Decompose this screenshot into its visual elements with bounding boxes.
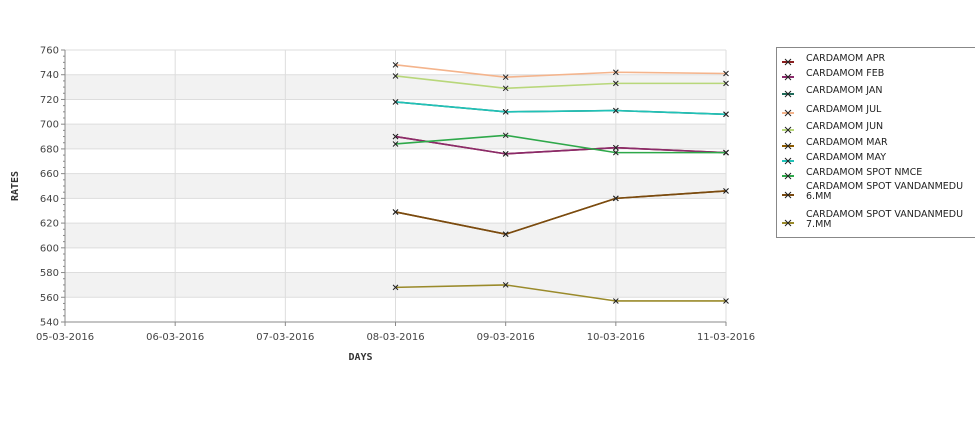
series-line <box>395 75 726 90</box>
series-group <box>392 133 729 157</box>
legend-item: CARDAMOM FEB <box>781 68 885 81</box>
legend-marker-icon <box>781 104 795 117</box>
legend-label: CARDAMOM SPOT VANDANMEDU 6.MM <box>806 181 964 202</box>
y-tick-label: 740 <box>40 70 59 81</box>
y-tick-label: 620 <box>40 219 59 230</box>
legend-label: CARDAMOM FEB <box>806 68 885 79</box>
series-group <box>392 99 729 118</box>
series-lines <box>392 61 729 304</box>
data-point-marker <box>392 141 399 147</box>
y-axis-title: RATES <box>10 171 21 201</box>
data-point-marker <box>502 108 509 115</box>
series-line <box>395 135 727 155</box>
legend-label: CARDAMOM MAR <box>806 137 888 148</box>
legend-item: CARDAMOM MAR <box>781 137 888 150</box>
legend-marker-icon <box>781 152 795 165</box>
y-tick-label: 640 <box>40 194 59 205</box>
series-line <box>395 190 727 236</box>
data-point-marker <box>392 61 399 68</box>
y-tick-label: 760 <box>40 46 59 57</box>
legend-marker-icon <box>781 167 795 180</box>
x-axis-title: DAYS <box>348 352 372 363</box>
chart-legend: CARDAMOM APR CARDAMOM FEB CARDAMOM JAN CARD… <box>776 47 975 238</box>
legend-marker-icon <box>781 68 795 81</box>
legend-item: CARDAMOM JAN <box>781 85 883 98</box>
data-point-marker <box>612 80 619 87</box>
y-tick-label: 580 <box>40 268 59 279</box>
legend-item: CARDAMOM MAY <box>781 152 887 165</box>
data-point-marker <box>723 70 729 77</box>
legend-marker-icon <box>781 121 795 134</box>
x-tick-label: 11-03-2016 <box>697 332 755 343</box>
legend-item: CARDAMOM JUN <box>781 121 884 134</box>
y-tick-label: 600 <box>40 243 59 254</box>
x-tick-label: 08-03-2016 <box>366 332 424 343</box>
x-tick-label: 06-03-2016 <box>146 332 204 343</box>
legend-item: CARDAMOM SPOT VANDANMEDU 6.MM <box>781 182 963 202</box>
legend-marker-icon <box>781 137 795 150</box>
x-tick-label: 09-03-2016 <box>477 332 535 343</box>
data-point-marker <box>502 231 509 238</box>
series-group <box>392 188 729 238</box>
legend-label: CARDAMOM JAN <box>806 85 883 96</box>
data-point-marker <box>723 298 729 304</box>
data-point-marker <box>612 298 619 304</box>
legend-item: CARDAMOM SPOT NMCE <box>781 167 923 180</box>
series-line <box>395 101 727 116</box>
y-axis-ticks: 540 560 580 600 620 640 660 680 700 720 740 760 <box>40 46 65 329</box>
legend-marker-icon <box>781 186 795 199</box>
legend-item: CARDAMOM SPOT VANDANMEDU 7.MM <box>781 210 963 230</box>
data-point-marker <box>502 132 509 139</box>
series-group <box>392 132 729 156</box>
legend-item: CARDAMOM JUL <box>781 104 882 117</box>
data-point-marker <box>392 99 399 105</box>
data-point-marker <box>723 188 729 194</box>
series-line <box>395 64 727 79</box>
legend-marker-icon <box>781 214 795 227</box>
data-point-marker <box>612 195 619 202</box>
data-point-marker <box>612 107 619 114</box>
legend-marker-icon <box>781 85 795 98</box>
data-point-marker <box>723 149 729 156</box>
data-point-marker <box>502 151 509 157</box>
x-tick-label: 07-03-2016 <box>256 332 314 343</box>
series-line <box>395 284 726 302</box>
data-point-marker <box>612 144 619 151</box>
data-point-marker <box>612 69 619 76</box>
legend-label: CARDAMOM MAY <box>806 152 887 163</box>
series-group <box>392 61 729 81</box>
data-point-marker <box>612 149 619 156</box>
y-tick-label: 560 <box>40 293 59 304</box>
data-point-marker <box>723 111 729 118</box>
y-tick-label: 660 <box>40 169 59 180</box>
legend-label: CARDAMOM JUL <box>806 104 882 115</box>
legend-label: CARDAMOM APR <box>806 53 886 64</box>
data-point-marker <box>502 74 509 81</box>
x-tick-label: 10-03-2016 <box>587 332 645 343</box>
data-point-marker <box>502 282 509 288</box>
data-point-marker <box>502 85 509 92</box>
y-tick-label: 540 <box>40 318 59 329</box>
data-point-marker <box>392 209 399 215</box>
y-tick-label: 700 <box>40 120 59 131</box>
legend-label: CARDAMOM SPOT VANDANMEDU 7.MM <box>806 209 964 230</box>
x-axis-ticks: 05-03-2016 06-03-2016 07-03-2016 08-03-2016… <box>36 322 755 343</box>
y-tick-label: 680 <box>40 144 59 155</box>
legend-item: CARDAMOM APR <box>781 53 886 66</box>
series-group <box>392 73 729 92</box>
x-tick-label: 05-03-2016 <box>36 332 94 343</box>
data-point-marker <box>392 284 399 291</box>
data-point-marker <box>392 73 399 79</box>
data-point-marker <box>392 133 399 140</box>
legend-marker-icon <box>781 53 795 66</box>
data-point-marker <box>723 80 729 87</box>
y-tick-label: 720 <box>40 95 59 106</box>
legend-label: CARDAMOM SPOT NMCE <box>806 167 923 178</box>
series-group <box>392 282 729 304</box>
legend-label: CARDAMOM JUN <box>806 121 884 132</box>
series-line <box>395 134 726 154</box>
